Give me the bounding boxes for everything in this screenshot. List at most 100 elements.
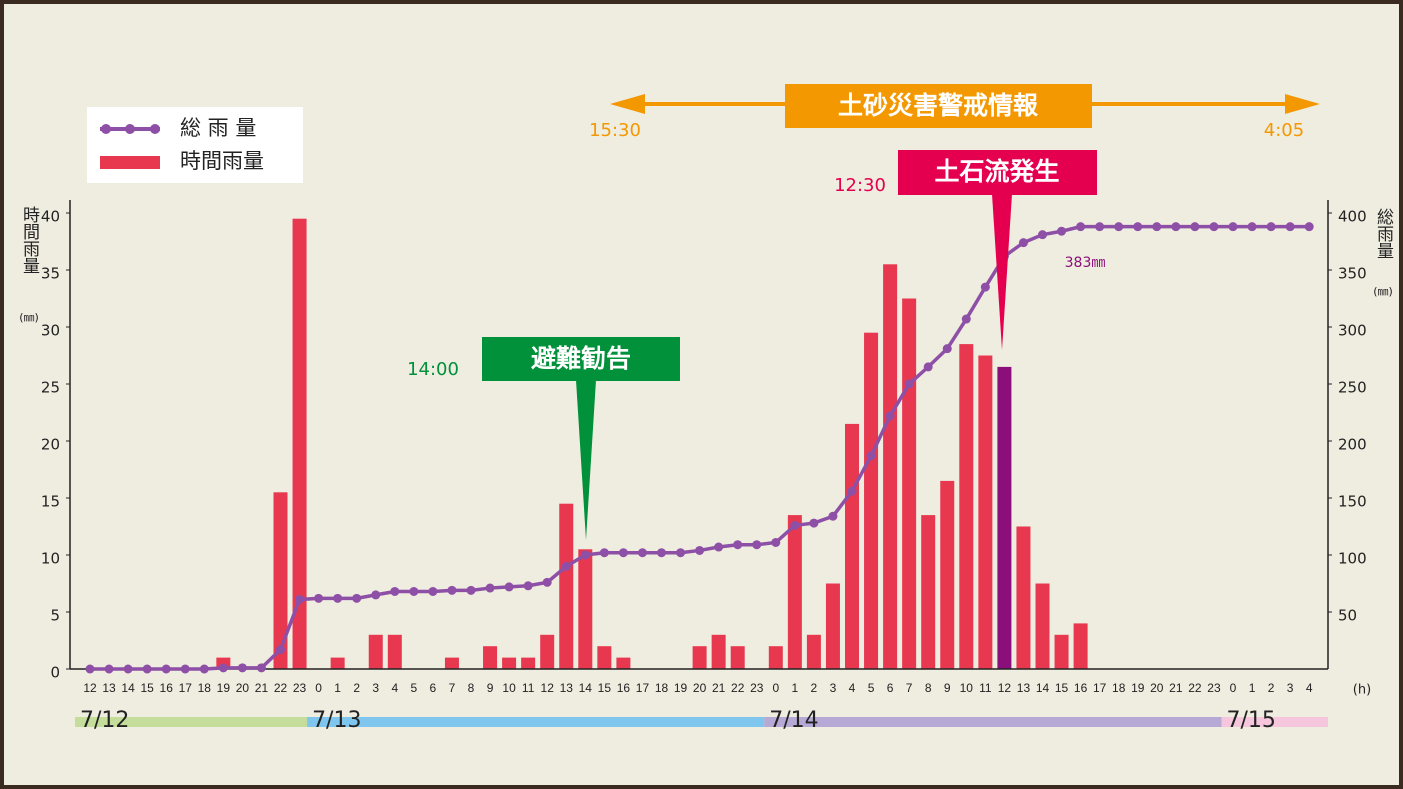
x-tick-label: 10: [960, 681, 974, 695]
bar: [864, 332, 879, 669]
bar: [1035, 583, 1050, 669]
total-marker: [466, 585, 476, 595]
bar: [387, 634, 402, 669]
y-tick-label: 5: [50, 607, 60, 625]
x-tick-label: 4: [849, 681, 856, 695]
legend-marker: [150, 124, 160, 134]
total-marker: [809, 518, 819, 528]
y-tick-label: 35: [41, 265, 60, 283]
warning-label: 土砂災害警戒情報: [838, 91, 1039, 120]
x-tick-label: 17: [179, 681, 193, 695]
total-marker: [523, 581, 533, 591]
x-tick-label: 0: [772, 681, 779, 695]
y-tick-label: 15: [41, 493, 60, 511]
x-tick-label: 15: [1055, 681, 1069, 695]
x-tick-label: 1: [792, 681, 799, 695]
y2-tick-label: 250: [1338, 379, 1367, 397]
bar: [997, 366, 1012, 669]
y-axis-title: 時間雨量: [19, 206, 40, 274]
y-tick-label: 40: [41, 208, 60, 226]
x-tick-label: 22: [731, 681, 745, 695]
x-tick-label: 14: [121, 681, 135, 695]
total-marker: [1057, 226, 1067, 236]
x-tick-label: 2: [353, 681, 360, 695]
bar: [578, 549, 593, 669]
bar: [292, 218, 307, 669]
total-marker: [1095, 222, 1105, 232]
x-tick-label: 3: [830, 681, 837, 695]
x-tick-label: 22: [274, 681, 288, 695]
bar: [959, 344, 974, 669]
x-tick-label: 1: [334, 681, 341, 695]
x-tick-label: 5: [868, 681, 875, 695]
total-marker: [771, 537, 781, 547]
bar: [368, 634, 383, 669]
x-tick-label: 19: [217, 681, 231, 695]
total-marker: [142, 664, 152, 674]
pointer: [992, 194, 1012, 350]
legend: [87, 107, 303, 183]
total-marker: [695, 545, 705, 555]
total-marker: [542, 577, 552, 587]
legend-label: 総 雨 量: [180, 116, 256, 140]
x-tick-label: 12: [541, 681, 555, 695]
bar: [1054, 634, 1069, 669]
y-tick-label: 25: [41, 379, 60, 397]
y-tick-label: 30: [41, 322, 60, 340]
total-marker: [314, 593, 324, 603]
evacuation-label: 避難勧告: [531, 344, 631, 373]
total-marker: [580, 550, 590, 560]
bar: [273, 492, 288, 669]
day-label: 7/14: [769, 708, 818, 733]
x-tick-label: 14: [1036, 681, 1050, 695]
x-tick-label: 1: [1249, 681, 1256, 695]
total-label: 383㎜: [1065, 255, 1106, 271]
bar: [921, 515, 936, 669]
total-marker: [256, 663, 266, 673]
y2-tick-label: 150: [1338, 493, 1367, 511]
x-tick-label: 12: [83, 681, 97, 695]
bar: [845, 423, 859, 669]
x-tick-label: 17: [636, 681, 650, 695]
y-axis-unit: (㎜): [19, 311, 39, 324]
bar: [883, 264, 898, 669]
total-marker: [85, 664, 95, 674]
bar: [787, 515, 802, 669]
x-tick-label: 3: [1287, 681, 1294, 695]
bar: [597, 646, 612, 669]
total-marker: [1247, 222, 1257, 232]
x-tick-label: 13: [1017, 681, 1031, 695]
arrow-head: [610, 94, 645, 114]
bar: [559, 503, 574, 669]
total-marker: [1285, 222, 1295, 232]
warning-start: 15:30: [589, 120, 641, 141]
bar: [1016, 526, 1031, 669]
bar: [711, 634, 726, 669]
x-tick-label: 3: [372, 681, 379, 695]
bar: [978, 355, 993, 669]
warning-annotation: 土砂災害警戒情報 15:30 4:05: [589, 84, 1320, 141]
day-label: 7/12: [80, 708, 129, 733]
total-marker: [790, 520, 800, 530]
bar: [940, 480, 955, 669]
x-tick-label: 16: [160, 681, 174, 695]
x-tick-label: 15: [598, 681, 612, 695]
x-tick-label: 16: [1074, 681, 1088, 695]
x-tick-label: 19: [1131, 681, 1145, 695]
arrow-head: [1285, 94, 1320, 114]
bar: [216, 657, 231, 669]
bar: [540, 634, 555, 669]
x-tick-label: 11: [979, 681, 992, 695]
x-tick-label: 0: [1230, 681, 1237, 695]
total-marker: [961, 314, 971, 324]
total-marker: [714, 542, 724, 552]
total-marker: [1209, 222, 1219, 232]
total-marker: [866, 451, 876, 461]
total-marker: [1171, 222, 1181, 232]
legend-marker: [101, 124, 111, 134]
total-marker: [428, 586, 438, 596]
y2-tick-label: 200: [1338, 436, 1367, 454]
bar: [502, 657, 517, 669]
x-tick-label: 20: [236, 681, 250, 695]
